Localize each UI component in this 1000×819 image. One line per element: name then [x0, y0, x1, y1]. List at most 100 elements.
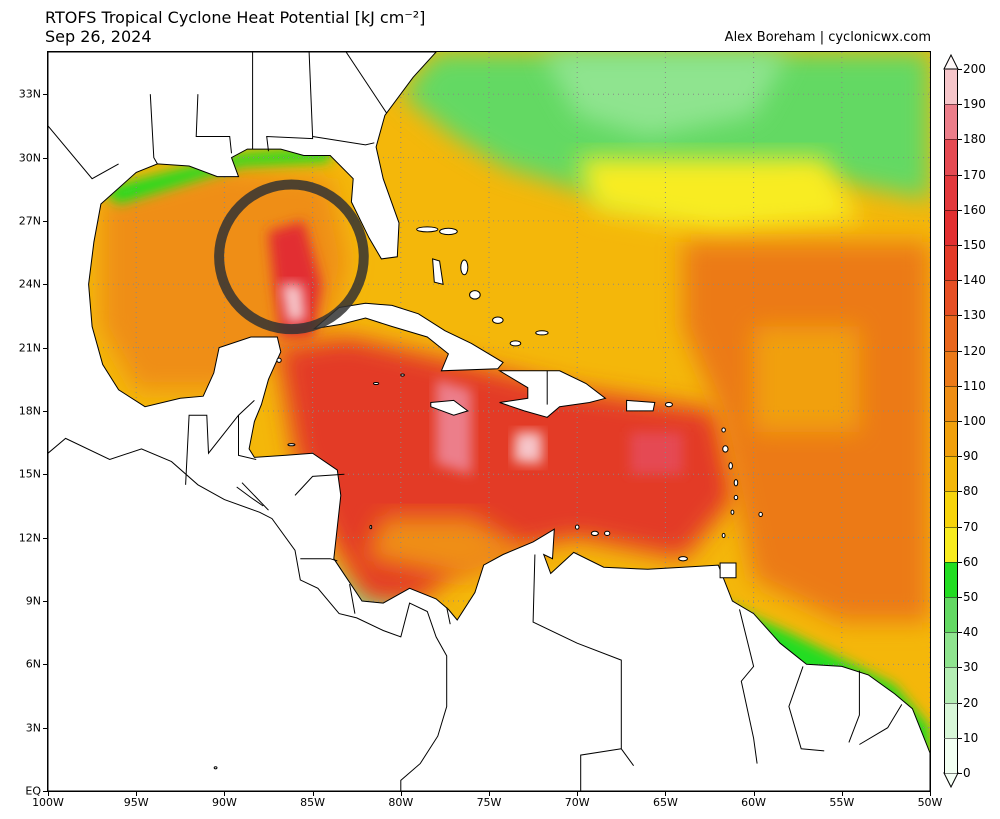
colorbar-tick	[958, 773, 962, 774]
island	[509, 340, 522, 347]
colorbar-tick	[958, 491, 962, 493]
colorbar	[943, 53, 959, 789]
heat-blob	[753, 326, 860, 433]
title-date: Sep 26, 2024	[45, 27, 152, 46]
country-border	[294, 473, 345, 496]
lon-label: 60W	[741, 796, 767, 809]
colorbar-segment	[944, 209, 958, 245]
island	[733, 494, 739, 501]
lat-tick	[43, 157, 47, 159]
heat-blob	[436, 379, 472, 475]
country-border	[195, 94, 232, 154]
colorbar-segment	[944, 526, 958, 562]
colorbar-label: 170	[963, 167, 986, 182]
lon-label: 100W	[32, 796, 64, 809]
colorbar-extend-max	[943, 53, 959, 70]
colorbar-segment	[944, 421, 958, 457]
lat-label: 15N	[18, 467, 41, 481]
country-border	[580, 748, 622, 791]
colorbar-label: 120	[963, 343, 986, 358]
country-border	[859, 704, 903, 745]
country-border	[788, 666, 825, 752]
island	[728, 462, 733, 470]
heat-blob	[280, 284, 306, 323]
lon-tick	[930, 792, 931, 796]
country-border	[532, 554, 635, 766]
country-border	[312, 136, 375, 146]
colorbar-segment	[944, 104, 958, 140]
colorbar-tick	[958, 385, 962, 387]
colorbar-extend-min	[943, 772, 959, 789]
island	[400, 373, 405, 377]
lat-label: 18N	[18, 404, 41, 418]
colorbar-segment	[944, 385, 958, 421]
lat-label: 6N	[25, 657, 41, 671]
lat-tick	[43, 94, 47, 96]
colorbar-label: 10	[963, 730, 979, 745]
land-puerto-rico	[626, 399, 656, 412]
colorbar-tick	[958, 245, 962, 246]
heat-blob	[513, 432, 542, 464]
chart-title: RTOFS Tropical Cyclone Heat Potential [k…	[45, 8, 425, 46]
lon-label: 80W	[388, 796, 414, 809]
land-north-america	[48, 52, 930, 791]
lon-label: 70W	[564, 796, 590, 809]
lat-label: 30N	[18, 151, 41, 165]
lat-label: 12N	[18, 531, 41, 545]
heat-blob	[630, 432, 683, 475]
lat-tick	[43, 284, 47, 286]
lon-tick	[312, 792, 314, 796]
colorbar-label: 110	[963, 378, 986, 393]
island	[721, 532, 726, 539]
lat-label: 21N	[18, 341, 41, 355]
island	[492, 316, 504, 324]
land-jamaica	[430, 399, 469, 416]
country-border	[345, 52, 388, 114]
colorbar-segment	[944, 69, 958, 105]
lat-tick	[43, 474, 47, 476]
map-panel	[47, 51, 931, 792]
colorbar-label: 40	[963, 625, 979, 640]
lon-tick	[489, 792, 490, 796]
colorbar-tick	[958, 350, 962, 352]
highlight-circle	[214, 179, 369, 335]
highlight-ring	[214, 179, 369, 335]
land-cuba	[312, 302, 504, 372]
colorbar-label: 200	[963, 62, 986, 76]
colorbar-segment	[944, 702, 958, 738]
island	[678, 556, 688, 562]
island	[213, 766, 218, 770]
lon-tick	[48, 792, 49, 796]
colorbar-segment	[944, 632, 958, 668]
lon-label: 50W	[917, 796, 943, 809]
country-border	[739, 609, 758, 764]
colorbar-tick	[958, 667, 962, 669]
colorbar-tick	[958, 139, 962, 141]
colorbar-segment	[944, 280, 958, 316]
island	[287, 443, 296, 447]
lat-tick	[43, 347, 47, 349]
colorbar-segment	[944, 561, 958, 597]
colorbar-segment	[944, 139, 958, 175]
country-border	[238, 415, 257, 460]
colorbar-tick	[958, 737, 962, 739]
island	[460, 259, 469, 276]
lon-tick	[577, 792, 579, 796]
colorbar-label: 160	[963, 202, 986, 217]
land-hispaniola	[497, 370, 607, 418]
lat-tick	[43, 727, 47, 729]
colorbar-segment	[944, 491, 958, 527]
country-border	[236, 486, 264, 507]
colorbar-label: 140	[963, 273, 986, 288]
colorbar-segment	[944, 737, 958, 773]
colorbar-tick	[958, 69, 962, 70]
lon-label: 85W	[300, 796, 326, 809]
colorbar-segment	[944, 350, 958, 386]
colorbar-tick	[958, 104, 962, 106]
heat-blob	[268, 220, 322, 337]
lat-tick	[43, 220, 47, 222]
colorbar-label: 0	[963, 766, 971, 780]
landmasses	[48, 52, 930, 791]
colorbar-tick	[958, 315, 962, 317]
island	[758, 511, 763, 518]
